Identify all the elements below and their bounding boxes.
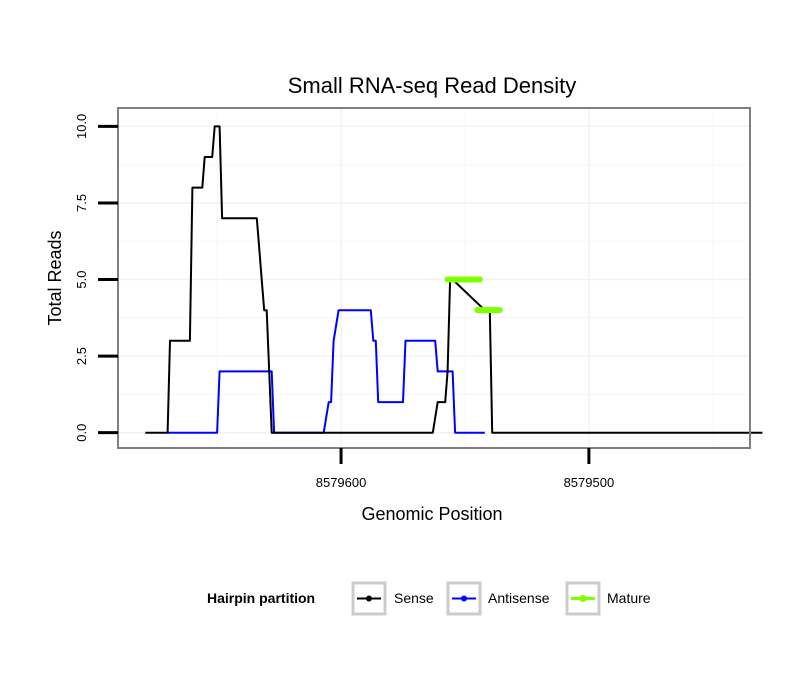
plot-background: [118, 108, 750, 448]
legend-item-antisense: Antisense: [446, 581, 550, 616]
legend: Hairpin partition Sense Antisense Mature: [207, 581, 651, 616]
legend-item-mature: Mature: [565, 581, 651, 616]
x-axis: 8579600 8579500: [316, 448, 614, 490]
series-lines: [145, 125, 763, 434]
plot-panel: [117, 107, 763, 449]
x-axis-title: Genomic Position: [361, 504, 502, 524]
y-tick-label: 5.0: [74, 270, 89, 288]
legend-point-mature: [579, 595, 587, 602]
series-line-antisense: [167, 309, 485, 434]
y-tick-label: 7.5: [74, 194, 89, 212]
legend-label-antisense: Antisense: [488, 590, 550, 606]
legend-item-sense: Sense: [351, 581, 434, 616]
y-axis: 0.0 2.5 5.0 7.5 10.0: [74, 114, 118, 442]
legend-title: Hairpin partition: [207, 590, 315, 606]
y-tick-label: 0.0: [74, 424, 89, 442]
legend-label-sense: Sense: [394, 590, 434, 606]
y-tick-label: 10.0: [74, 114, 89, 139]
x-tick-label: 8579600: [316, 475, 367, 490]
chart-title: Small RNA-seq Read Density: [288, 73, 577, 98]
legend-label-mature: Mature: [607, 590, 651, 606]
x-tick-label: 8579500: [564, 475, 615, 490]
y-axis-title: Total Reads: [45, 230, 65, 325]
legend-point-antisense: [461, 595, 467, 602]
plot-border: [117, 107, 751, 449]
y-tick-label: 2.5: [74, 347, 89, 365]
grid: [118, 108, 750, 448]
series-line-sense: [145, 125, 763, 434]
legend-point-sense: [366, 595, 372, 602]
